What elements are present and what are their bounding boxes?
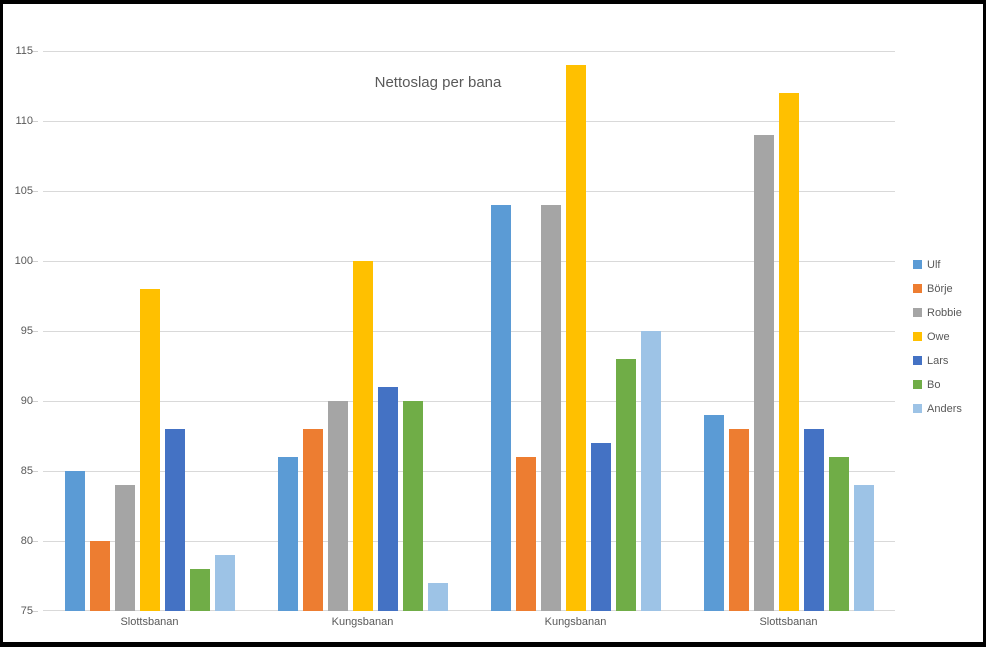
bar-bo-4 [828,457,849,611]
y-tick-85 [32,471,38,472]
legend-item-b-rje: Börje [913,282,962,295]
legend-label-b-rje: Börje [927,282,953,295]
bar-group-kungsbanan-2 [256,51,469,611]
bar-anders-1 [214,555,235,611]
y-axis-label-115: 115 [15,45,33,57]
bar-robbie-2 [327,401,348,611]
bar-anders-3 [640,331,661,611]
bar-robbie-1 [114,485,135,611]
y-axis-label-110: 110 [15,115,33,127]
legend-swatch-bo [913,380,922,389]
y-axis-label-85: 85 [20,465,33,477]
gridline-80 [43,541,895,542]
x-axis-label-slottsbanan-4: Slottsbanan [759,616,818,628]
y-axis-label-100: 100 [14,255,33,267]
bar-bo-2 [402,401,423,611]
y-tick-80 [32,541,38,542]
chart-title: Nettoslag per bana [374,74,502,91]
bar-anders-4 [853,485,874,611]
legend-item-robbie: Robbie [913,306,962,319]
bar-owe-2 [352,261,373,611]
y-axis-label-105: 105 [14,185,33,197]
legend-label-robbie: Robbie [927,306,962,319]
gridline-85 [43,471,895,472]
bar-owe-1 [139,289,160,611]
y-tick-95 [32,331,38,332]
bar-group-kungsbanan-3 [469,51,682,611]
x-axis-label-kungsbanan-3: Kungsbanan [544,616,607,628]
bar-ulf-1 [64,471,85,611]
bar-bo-3 [615,359,636,611]
gridline-90 [43,401,895,402]
gridline-105 [43,191,895,192]
legend-swatch-owe [913,332,922,341]
bar-group-slottsbanan-1 [43,51,256,611]
y-axis-label-90: 90 [20,395,33,407]
legend: Ulf Börje Robbie Owe Lars Bo Anders [913,258,962,415]
legend-item-lars: Lars [913,354,962,367]
legend-swatch-robbie [913,308,922,317]
gridline-95 [43,331,895,332]
plot-area [43,51,895,611]
legend-item-owe: Owe [913,330,962,343]
legend-swatch-anders [913,404,922,413]
chart-area: Nettoslag per bana Slottsbanan Kungsbanan… [3,4,983,642]
bar-b-rje-1 [89,541,110,611]
legend-label-anders: Anders [927,402,962,415]
bar-bo-1 [189,569,210,611]
y-axis-label-80: 80 [20,535,33,547]
y-tick-105 [32,191,38,192]
bar-lars-2 [377,387,398,611]
bar-ulf-2 [277,457,298,611]
legend-swatch-lars [913,356,922,365]
y-tick-115 [32,51,38,52]
y-axis-label-95: 95 [20,325,33,337]
legend-item-ulf: Ulf [913,258,962,271]
y-tick-90 [32,401,38,402]
legend-item-bo: Bo [913,378,962,391]
bar-group-slottsbanan-4 [682,51,895,611]
bar-b-rje-2 [302,429,323,611]
legend-swatch-b-rje [913,284,922,293]
bar-lars-1 [164,429,185,611]
legend-label-ulf: Ulf [927,258,941,271]
x-axis-label-kungsbanan-2: Kungsbanan [331,616,394,628]
bar-ulf-4 [703,415,724,611]
bar-anders-2 [427,583,448,611]
bar-robbie-3 [540,205,561,611]
legend-label-bo: Bo [927,378,941,391]
bar-b-rje-3 [515,457,536,611]
y-tick-100 [32,261,38,262]
legend-swatch-ulf [913,260,922,269]
bar-robbie-4 [753,135,774,611]
legend-label-owe: Owe [927,330,950,343]
x-axis-label-slottsbanan-1: Slottsbanan [120,616,179,628]
y-tick-75 [32,611,38,612]
bar-owe-3 [565,65,586,611]
gridline-115 [43,51,895,52]
bar-ulf-3 [490,205,511,611]
bar-owe-4 [778,93,799,611]
bar-lars-4 [803,429,824,611]
y-tick-110 [32,121,38,122]
bar-b-rje-4 [728,429,749,611]
gridline-110 [43,121,895,122]
x-axis-line [43,610,895,611]
gridline-100 [43,261,895,262]
bar-lars-3 [590,443,611,611]
legend-label-lars: Lars [927,354,949,367]
y-axis-label-75: 75 [20,605,33,617]
legend-item-anders: Anders [913,402,962,415]
